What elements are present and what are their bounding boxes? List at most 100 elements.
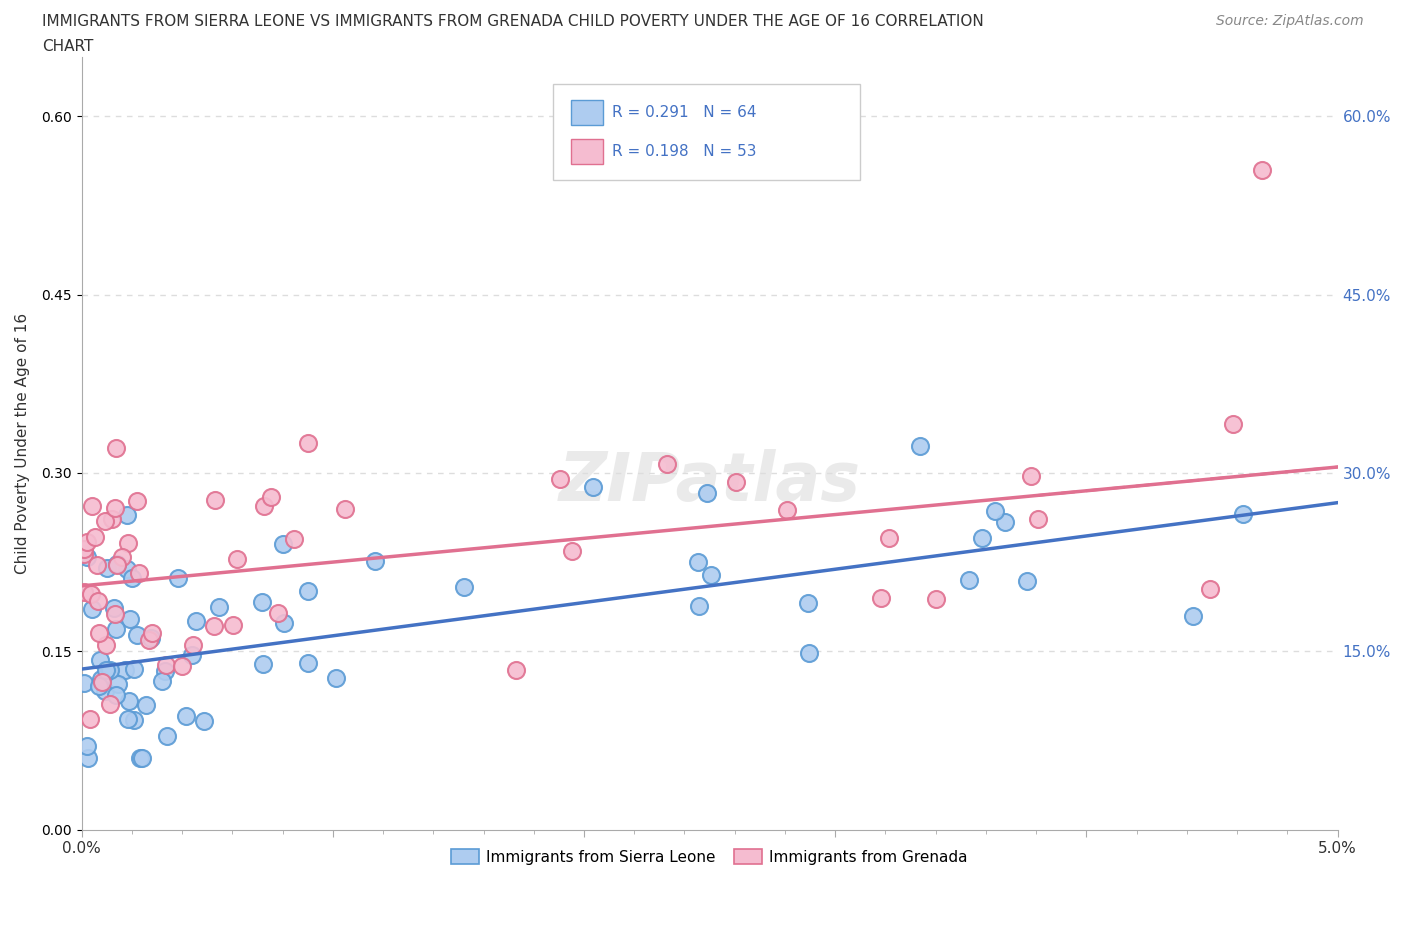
Point — [87, 679, 110, 694]
Point — [73, 584, 96, 599]
Point — [222, 618, 245, 632]
Point — [86, 557, 108, 572]
Point — [127, 627, 149, 642]
Point — [297, 584, 319, 599]
Point — [115, 508, 138, 523]
Point — [94, 662, 117, 677]
Point — [582, 480, 605, 495]
Point — [180, 648, 202, 663]
Point — [111, 550, 134, 565]
Point — [686, 554, 709, 569]
Point — [118, 694, 141, 709]
Point — [76, 535, 98, 550]
Point — [135, 698, 157, 712]
Point — [86, 594, 108, 609]
Point — [1019, 469, 1042, 484]
Point — [94, 684, 117, 698]
Point — [271, 537, 294, 551]
Point — [114, 662, 136, 677]
Text: Source: ZipAtlas.com: Source: ZipAtlas.com — [1216, 14, 1364, 28]
Point — [994, 515, 1017, 530]
Point — [73, 541, 96, 556]
Point — [82, 602, 104, 617]
Point — [925, 591, 948, 606]
Point — [91, 674, 114, 689]
Point — [260, 490, 283, 505]
Point — [208, 599, 231, 614]
Point — [155, 658, 177, 672]
Point — [117, 712, 139, 727]
Point — [121, 570, 143, 585]
Point — [688, 599, 710, 614]
Point — [131, 751, 153, 765]
Text: R = 0.291   N = 64: R = 0.291 N = 64 — [612, 105, 756, 120]
Point — [76, 751, 98, 765]
Point — [252, 657, 274, 671]
Point — [172, 658, 194, 673]
Point — [1222, 417, 1244, 432]
Text: R = 0.198   N = 53: R = 0.198 N = 53 — [612, 144, 756, 159]
Point — [870, 591, 893, 605]
FancyBboxPatch shape — [553, 84, 860, 180]
Point — [505, 662, 527, 677]
Point — [700, 568, 723, 583]
Point — [104, 621, 127, 636]
Point — [105, 440, 128, 455]
Point — [984, 503, 1007, 518]
Point — [1026, 512, 1049, 526]
Point — [453, 579, 475, 594]
Point — [128, 751, 150, 765]
Point — [797, 595, 820, 610]
Point — [138, 632, 160, 647]
Point — [283, 531, 305, 546]
Point — [115, 562, 138, 577]
Point — [141, 625, 163, 640]
Text: ZIPatlas: ZIPatlas — [558, 449, 860, 515]
Point — [1017, 574, 1039, 589]
Point — [333, 502, 356, 517]
Point — [184, 614, 207, 629]
Point — [122, 661, 145, 676]
Point — [103, 501, 125, 516]
Point — [94, 513, 117, 528]
Point — [73, 547, 96, 562]
Text: IMMIGRANTS FROM SIERRA LEONE VS IMMIGRANTS FROM GRENADA CHILD POVERTY UNDER THE : IMMIGRANTS FROM SIERRA LEONE VS IMMIGRAN… — [42, 14, 984, 29]
Point — [174, 708, 197, 723]
Point — [80, 586, 103, 601]
Point — [83, 529, 105, 544]
Point — [98, 663, 121, 678]
FancyBboxPatch shape — [571, 140, 603, 165]
Point — [167, 571, 190, 586]
Point — [122, 713, 145, 728]
Point — [225, 551, 247, 566]
Point — [128, 565, 150, 580]
FancyBboxPatch shape — [571, 100, 603, 125]
Point — [193, 714, 215, 729]
Point — [79, 711, 101, 726]
Point — [655, 457, 678, 472]
Point — [1251, 163, 1274, 178]
Point — [153, 663, 176, 678]
Point — [105, 557, 128, 572]
Point — [94, 638, 117, 653]
Point — [96, 561, 118, 576]
Point — [908, 438, 931, 453]
Point — [101, 512, 124, 526]
Point — [548, 472, 571, 486]
Point — [73, 675, 96, 690]
Point — [156, 728, 179, 743]
Point — [104, 606, 127, 621]
Point — [202, 618, 225, 633]
Point — [89, 652, 111, 667]
Point — [970, 530, 993, 545]
Point — [957, 572, 980, 587]
Point — [325, 671, 347, 685]
Point — [87, 626, 110, 641]
Point — [267, 605, 290, 620]
Point — [1182, 609, 1205, 624]
Point — [82, 498, 104, 513]
Point — [103, 601, 125, 616]
Point — [1198, 582, 1220, 597]
Point — [253, 498, 276, 513]
Point — [125, 494, 148, 509]
